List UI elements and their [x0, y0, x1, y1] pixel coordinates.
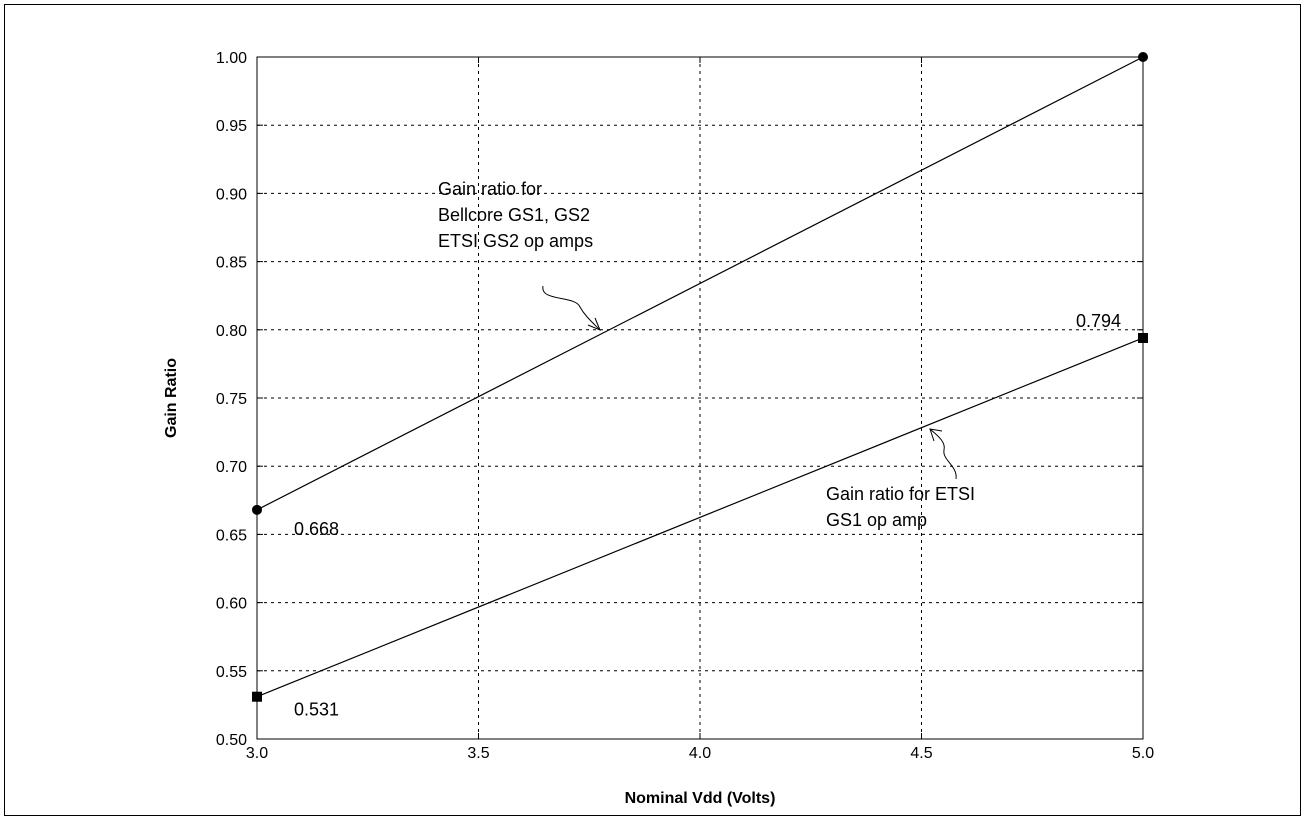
y-axis-title: Gain Ratio — [163, 358, 180, 438]
series-line-0 — [256, 56, 1144, 511]
annotation-lower-line2: GS1 op amp — [826, 510, 927, 530]
x-axis-title: Nominal Vdd (Volts) — [625, 790, 776, 807]
series-1-point — [1138, 332, 1148, 343]
y-tick-label: 0.50 — [216, 732, 247, 749]
x-tick-label: 4.0 — [689, 745, 711, 762]
annotation-lower-arrowhead — [929, 428, 943, 442]
y-tick-label: 0.65 — [216, 527, 247, 544]
y-tick-label: 0.60 — [216, 596, 247, 613]
x-tick-label: 3.5 — [467, 745, 489, 762]
annotation-lower-line1: Gain ratio for ETSI — [826, 484, 975, 504]
y-tick-label: 0.55 — [216, 664, 247, 681]
point-label-0794: 0.794 — [1076, 311, 1121, 331]
annotation-upper-line3: ETSI GS2 op amps — [438, 231, 593, 251]
x-tick-label: 4.5 — [910, 745, 932, 762]
annotation-upper-arrowhead — [587, 317, 601, 331]
grid — [257, 57, 1143, 739]
y-tick-label: 0.75 — [216, 391, 247, 408]
y-tick-label: 0.90 — [216, 186, 247, 203]
annotation-upper-line1: Gain ratio for — [438, 179, 542, 199]
chart-frame — [4, 4, 1301, 816]
y-tick-label: 0.70 — [216, 459, 247, 476]
x-tick-label: 5.0 — [1132, 745, 1154, 762]
series-0-point — [1138, 52, 1148, 62]
y-tick-label: 0.80 — [216, 323, 247, 340]
y-tick-label: 0.95 — [216, 118, 247, 135]
series-line-1 — [256, 337, 1144, 698]
y-tick-label: 0.85 — [216, 255, 247, 272]
axis-ticks: 3.0 3.5 4.0 4.5 5.0 0.50 0.55 0.60 0.65 0.70 0.75 0… — [216, 50, 1154, 762]
y-tick-label: 1.00 — [216, 50, 247, 67]
series-layer — [252, 52, 1148, 702]
annotation-upper-arrow — [542, 285, 601, 331]
series-1-point — [252, 691, 262, 702]
annotation-upper-line2: Bellcore GS1, GS2 — [438, 205, 590, 225]
point-label-0668: 0.668 — [294, 519, 339, 539]
x-tick-label: 3.0 — [246, 745, 268, 762]
series-0-point — [252, 504, 262, 515]
annotation-lower-arrow — [929, 428, 957, 480]
point-label-0531: 0.531 — [294, 700, 339, 720]
